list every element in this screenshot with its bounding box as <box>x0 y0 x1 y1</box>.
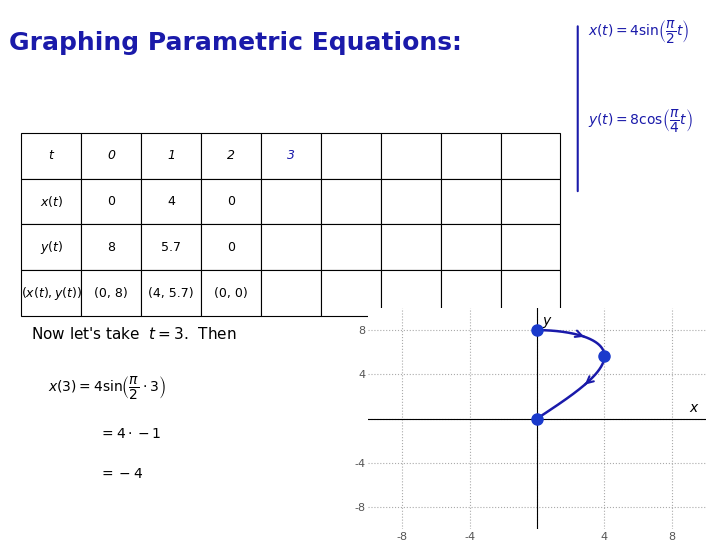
Bar <box>141 133 201 179</box>
Bar <box>441 179 500 225</box>
Text: $x(t)$: $x(t)$ <box>40 194 63 209</box>
Text: Now let's take  $t = 3$.  Then: Now let's take $t = 3$. Then <box>31 326 237 342</box>
Text: 3: 3 <box>287 149 295 163</box>
Bar <box>201 271 261 316</box>
Text: 0: 0 <box>107 195 115 208</box>
Text: $= -4$: $= -4$ <box>99 467 143 481</box>
Bar <box>381 133 441 179</box>
Bar <box>201 179 261 225</box>
Bar <box>321 133 381 179</box>
Bar <box>81 133 141 179</box>
Bar <box>141 179 201 225</box>
Bar <box>22 133 81 179</box>
Bar <box>22 225 81 271</box>
Text: $y(t)$: $y(t)$ <box>40 239 63 256</box>
Text: (4, 5.7): (4, 5.7) <box>148 287 194 300</box>
Bar <box>500 133 560 179</box>
Bar <box>81 271 141 316</box>
Bar <box>500 225 560 271</box>
Bar <box>500 271 560 316</box>
Bar <box>141 225 201 271</box>
Bar <box>441 271 500 316</box>
Text: y: y <box>542 314 550 328</box>
Text: 1: 1 <box>167 149 175 163</box>
Bar <box>321 225 381 271</box>
Text: 0: 0 <box>227 241 235 254</box>
Text: $(x(t), y(t))$: $(x(t), y(t))$ <box>21 285 82 302</box>
Text: (0, 0): (0, 0) <box>214 287 248 300</box>
Bar <box>261 271 321 316</box>
Bar <box>201 133 261 179</box>
Bar <box>441 133 500 179</box>
Text: 0: 0 <box>227 195 235 208</box>
Bar <box>201 225 261 271</box>
Text: x: x <box>689 401 697 415</box>
Bar <box>261 225 321 271</box>
Text: $y(t) = 8\cos\!\left(\dfrac{\pi}{4}t\right)$: $y(t) = 8\cos\!\left(\dfrac{\pi}{4}t\rig… <box>588 107 693 134</box>
Bar <box>381 225 441 271</box>
Bar <box>500 179 560 225</box>
Text: $x(3) = 4\sin\!\left(\dfrac{\pi}{2}\cdot 3\right)$: $x(3) = 4\sin\!\left(\dfrac{\pi}{2}\cdot… <box>48 374 166 401</box>
Text: (0, 8): (0, 8) <box>94 287 128 300</box>
Bar <box>321 179 381 225</box>
Bar <box>261 133 321 179</box>
Text: Graphing Parametric Equations:: Graphing Parametric Equations: <box>9 31 462 55</box>
Bar <box>81 179 141 225</box>
Bar <box>81 225 141 271</box>
Bar <box>261 179 321 225</box>
Text: 8: 8 <box>107 241 115 254</box>
Bar <box>381 271 441 316</box>
Bar <box>381 179 441 225</box>
Text: 5.7: 5.7 <box>161 241 181 254</box>
Text: $= 4\cdot -1$: $= 4\cdot -1$ <box>99 428 161 441</box>
Bar <box>22 179 81 225</box>
Text: 4: 4 <box>167 195 175 208</box>
Text: $x(t) = 4\sin\!\left(\dfrac{\pi}{2}t\right)$: $x(t) = 4\sin\!\left(\dfrac{\pi}{2}t\rig… <box>588 18 689 45</box>
Text: 2: 2 <box>227 149 235 163</box>
Bar <box>141 271 201 316</box>
Text: $t$: $t$ <box>48 149 55 163</box>
Bar <box>441 225 500 271</box>
Text: 0: 0 <box>107 149 115 163</box>
Bar <box>22 271 81 316</box>
Bar <box>321 271 381 316</box>
